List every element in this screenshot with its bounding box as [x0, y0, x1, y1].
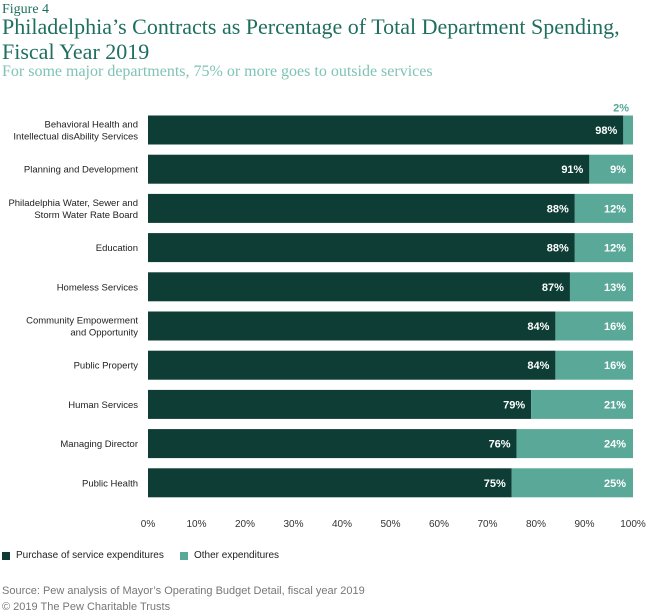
- data-label-other: 16%: [604, 321, 626, 333]
- data-label-purchase: 88%: [547, 203, 569, 215]
- category-label: Intellectual disAbility Services: [13, 132, 138, 143]
- bar-other: [555, 311, 633, 341]
- bar-purchase: [148, 429, 517, 459]
- data-label-other: 13%: [604, 282, 626, 294]
- bar-purchase: [148, 193, 575, 223]
- x-tick-label: 10%: [186, 519, 206, 530]
- category-label: Storm Water Rate Board: [34, 210, 138, 221]
- data-label-other: 12%: [604, 203, 626, 215]
- category-label: Public Health: [82, 478, 138, 489]
- x-tick-label: 70%: [477, 519, 497, 530]
- bar-other: [516, 429, 633, 459]
- data-label-purchase: 88%: [547, 243, 569, 255]
- data-label-purchase: 84%: [527, 360, 549, 372]
- x-tick-label: 30%: [283, 519, 303, 530]
- category-label: Education: [96, 243, 138, 254]
- x-tick-label: 0%: [141, 519, 156, 530]
- bar-other: [574, 193, 633, 223]
- bar-purchase: [148, 389, 532, 419]
- bar-purchase: [148, 154, 590, 184]
- bar-other: [569, 272, 633, 302]
- legend-item-other: Other expenditures: [180, 550, 279, 561]
- bar-other: [511, 468, 633, 498]
- legend-swatch-other: [180, 551, 188, 560]
- data-label-purchase: 91%: [561, 164, 583, 176]
- bar-other: [531, 389, 633, 419]
- data-label-purchase: 87%: [542, 282, 564, 294]
- data-label-other: 2%: [613, 103, 629, 115]
- data-label-purchase: 76%: [489, 439, 511, 451]
- data-label-other: 24%: [604, 439, 626, 451]
- bar-purchase: [148, 311, 556, 341]
- legend-swatch-purchase: [2, 551, 10, 560]
- x-tick-label: 80%: [526, 519, 546, 530]
- x-tick-label: 60%: [429, 519, 449, 530]
- chart-subtitle: For some major departments, 75% or more …: [2, 63, 433, 80]
- data-label-other: 12%: [604, 243, 626, 255]
- source-note: Source: Pew analysis of Mayor’s Operatin…: [2, 585, 365, 597]
- category-label: Homeless Services: [57, 282, 139, 293]
- category-label: Planning and Development: [24, 165, 138, 176]
- x-tick-label: 50%: [380, 519, 400, 530]
- data-label-other: 9%: [610, 164, 626, 176]
- category-label: Human Services: [68, 400, 138, 411]
- category-label: Behavioral Health and: [45, 120, 138, 131]
- x-tick-label: 100%: [620, 519, 646, 530]
- data-label-other: 16%: [604, 360, 626, 372]
- category-label: and Opportunity: [70, 328, 138, 339]
- legend-item-purchase: Purchase of service expenditures: [2, 550, 164, 561]
- copyright-note: © 2019 The Pew Charitable Trusts: [2, 601, 171, 613]
- data-label-other: 25%: [604, 478, 626, 490]
- bar-other: [623, 115, 633, 145]
- category-label: Philadelphia Water, Sewer and: [8, 198, 138, 209]
- bar-purchase: [148, 468, 512, 498]
- data-label-purchase: 98%: [595, 125, 617, 137]
- bar-purchase: [148, 115, 624, 145]
- bar-other: [555, 350, 633, 380]
- x-tick-label: 20%: [235, 519, 255, 530]
- x-tick-label: 40%: [332, 519, 352, 530]
- data-label-purchase: 75%: [484, 478, 506, 490]
- category-label: Community Empowerment: [26, 316, 138, 327]
- legend-label-other: Other expenditures: [194, 550, 280, 561]
- bar-other: [574, 233, 633, 263]
- bar-purchase: [148, 233, 575, 263]
- category-label: Managing Director: [60, 439, 138, 450]
- figure-label: Figure 4: [2, 2, 50, 17]
- bar-purchase: [148, 350, 556, 380]
- category-label: Public Property: [74, 361, 139, 372]
- x-tick-label: 90%: [574, 519, 594, 530]
- bar-purchase: [148, 272, 570, 302]
- bar-other: [589, 154, 633, 184]
- data-label-other: 21%: [604, 399, 626, 411]
- chart-title: Philadelphia’s Contracts as Percentage o…: [2, 14, 620, 64]
- data-label-purchase: 79%: [503, 399, 525, 411]
- data-label-purchase: 84%: [527, 321, 549, 333]
- legend-label-purchase: Purchase of service expenditures: [16, 550, 164, 561]
